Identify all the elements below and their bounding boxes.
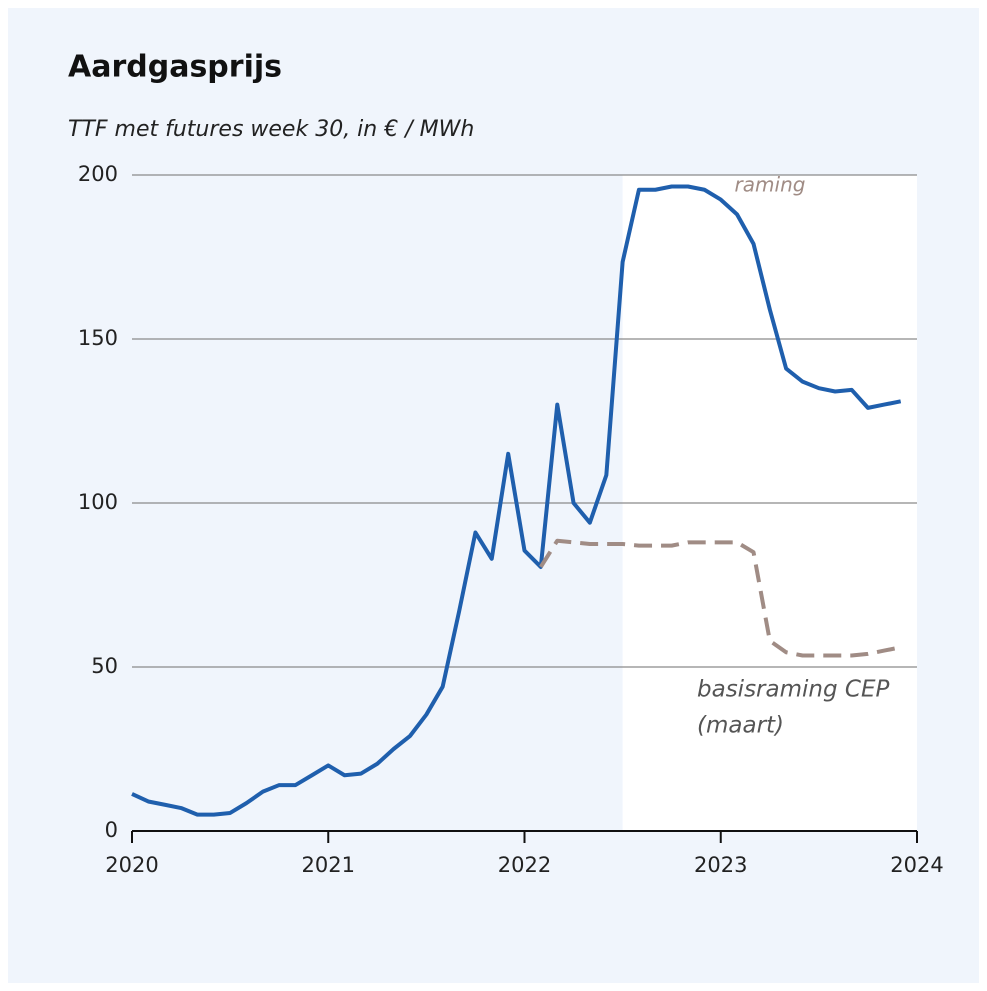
forecast-label: raming	[735, 173, 806, 197]
y-tick-label: 150	[78, 326, 118, 350]
x-tick-label: 2024	[890, 853, 943, 877]
series-annotation: basisraming CEP	[697, 677, 889, 703]
series-line	[131, 184, 902, 817]
series-line	[539, 538, 902, 658]
x-tick-label: 2022	[498, 853, 551, 877]
x-tick-label: 2021	[302, 853, 355, 877]
x-tick-label: 2023	[694, 853, 747, 877]
x-tick-label: 2020	[105, 853, 158, 877]
chart-subtitle: TTF met futures week 30, in € / MWh	[68, 117, 474, 142]
series-annotation: (maart)	[697, 713, 784, 739]
y-tick-label: 50	[91, 654, 118, 678]
y-tick-label: 0	[105, 818, 118, 842]
chart-title: Aardgasprijs	[68, 50, 282, 85]
y-tick-label: 100	[78, 490, 118, 514]
y-tick-label: 200	[78, 162, 118, 186]
